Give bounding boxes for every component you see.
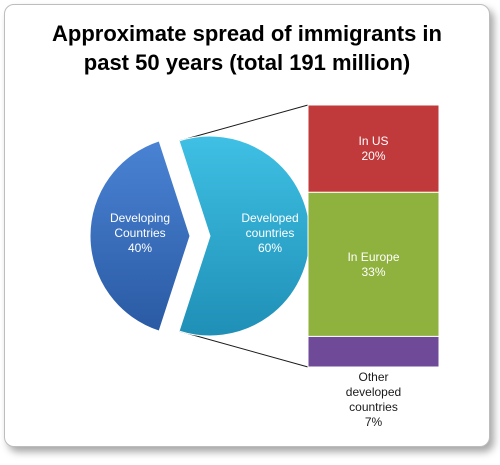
chart-title-line-1: Approximate spread of immigrants in <box>52 21 442 46</box>
pie-label-developed-2: countries <box>246 226 295 240</box>
bar-label-2-1: In Europe <box>347 250 399 264</box>
bar-label-1-1: In US <box>358 134 388 148</box>
chart-title: Approximate spread of immigrants in past… <box>5 19 489 77</box>
pie-label-developing-1: Developing <box>110 211 170 225</box>
pie-label-developing-2: Countries <box>114 226 165 240</box>
bar-label-3-2: developed <box>346 385 401 399</box>
pie-label-developed-1: Developed <box>241 211 298 225</box>
bar-label-3-1: Other <box>358 370 388 384</box>
chart-title-line-2: past 50 years (total 191 million) <box>83 50 411 75</box>
bar-label-3-3: countries <box>349 400 398 414</box>
bar-label-1-2: 20% <box>361 149 385 163</box>
pie-label-developing-3: 40% <box>128 241 152 255</box>
chart-frame: Approximate spread of immigrants in past… <box>4 4 490 447</box>
bar-segment-3 <box>307 335 440 368</box>
chart-plot: DevelopingCountries40%Developedcountries… <box>89 104 440 429</box>
connector-lines <box>178 104 309 368</box>
connector-line-top <box>178 104 309 142</box>
pie-label-developed-3: 60% <box>258 241 282 255</box>
bar-label-3-4: 7% <box>365 415 383 429</box>
pie-slice-developing <box>89 140 191 332</box>
connector-line-bottom <box>178 330 309 368</box>
bar-label-2-2: 33% <box>361 265 385 279</box>
